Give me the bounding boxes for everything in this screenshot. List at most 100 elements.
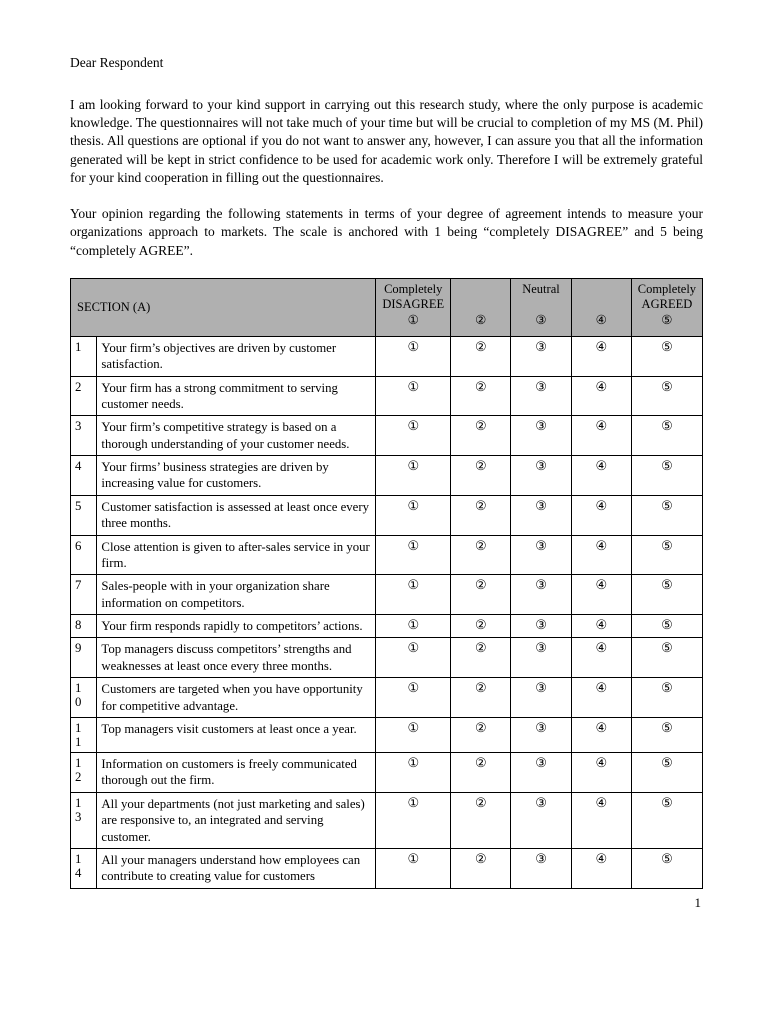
row-number: 1 — [71, 336, 97, 376]
intro-paragraph: I am looking forward to your kind suppor… — [70, 96, 703, 187]
scale-option-4[interactable]: ④ — [571, 416, 631, 456]
scale-option-4[interactable]: ④ — [571, 753, 631, 793]
scale-option-2[interactable]: ② — [451, 792, 511, 848]
row-number: 11 — [71, 717, 97, 752]
scale-option-2[interactable]: ② — [451, 495, 511, 535]
scale-option-2[interactable]: ② — [451, 678, 511, 718]
scale-option-2[interactable]: ② — [451, 753, 511, 793]
row-statement: Your firm responds rapidly to competitor… — [97, 615, 376, 638]
scale-option-3[interactable]: ③ — [511, 678, 571, 718]
scale-option-1[interactable]: ① — [376, 638, 451, 678]
scale-option-2[interactable]: ② — [451, 638, 511, 678]
scale-option-1[interactable]: ① — [376, 678, 451, 718]
scale-option-1[interactable]: ① — [376, 376, 451, 416]
scale-option-1[interactable]: ① — [376, 792, 451, 848]
scale-option-3[interactable]: ③ — [511, 638, 571, 678]
scale-option-3[interactable]: ③ — [511, 575, 571, 615]
scale-option-5[interactable]: ⑤ — [631, 717, 702, 752]
row-number: 3 — [71, 416, 97, 456]
scale-option-4[interactable]: ④ — [571, 615, 631, 638]
scale-option-5[interactable]: ⑤ — [631, 638, 702, 678]
scale-option-4[interactable]: ④ — [571, 535, 631, 575]
table-row: 1Your firm’s objectives are driven by cu… — [71, 336, 703, 376]
scale-option-4[interactable]: ④ — [571, 717, 631, 752]
scale-option-3[interactable]: ③ — [511, 495, 571, 535]
scale-option-1[interactable]: ① — [376, 495, 451, 535]
scale-option-2[interactable]: ② — [451, 575, 511, 615]
document-page: Dear Respondent I am looking forward to … — [0, 0, 768, 931]
scale-option-4[interactable]: ④ — [571, 376, 631, 416]
scale-option-4[interactable]: ④ — [571, 792, 631, 848]
scale-option-3[interactable]: ③ — [511, 753, 571, 793]
scale-option-2[interactable]: ② — [451, 376, 511, 416]
scale-option-5[interactable]: ⑤ — [631, 495, 702, 535]
scale-option-1[interactable]: ① — [376, 456, 451, 496]
row-number: 10 — [71, 678, 97, 718]
scale-option-5[interactable]: ⑤ — [631, 575, 702, 615]
scale-option-4[interactable]: ④ — [571, 848, 631, 888]
scale-option-3[interactable]: ③ — [511, 792, 571, 848]
row-statement: All your managers understand how employe… — [97, 848, 376, 888]
scale-option-1[interactable]: ① — [376, 753, 451, 793]
row-number: 13 — [71, 792, 97, 848]
row-statement: Your firm’s objectives are driven by cus… — [97, 336, 376, 376]
scale-option-4[interactable]: ④ — [571, 336, 631, 376]
table-row: 4Your firms’ business strategies are dri… — [71, 456, 703, 496]
scale-option-5[interactable]: ⑤ — [631, 848, 702, 888]
questionnaire-table: SECTION (A) Completely DISAGREE ① ② Neut… — [70, 278, 703, 889]
scale-option-5[interactable]: ⑤ — [631, 336, 702, 376]
scale-option-5[interactable]: ⑤ — [631, 535, 702, 575]
row-number: 2 — [71, 376, 97, 416]
table-row: 7Sales-people with in your organization … — [71, 575, 703, 615]
scale-option-4[interactable]: ④ — [571, 638, 631, 678]
scale-option-3[interactable]: ③ — [511, 615, 571, 638]
scale-option-3[interactable]: ③ — [511, 376, 571, 416]
row-statement: Your firm’s competitive strategy is base… — [97, 416, 376, 456]
scale-option-5[interactable]: ⑤ — [631, 753, 702, 793]
scale-option-1[interactable]: ① — [376, 848, 451, 888]
scale-option-3[interactable]: ③ — [511, 456, 571, 496]
scale-option-3[interactable]: ③ — [511, 416, 571, 456]
questionnaire-body: 1Your firm’s objectives are driven by cu… — [71, 336, 703, 888]
scale-option-2[interactable]: ② — [451, 535, 511, 575]
scale-option-5[interactable]: ⑤ — [631, 456, 702, 496]
scale-option-1[interactable]: ① — [376, 336, 451, 376]
row-statement: Top managers discuss competitors’ streng… — [97, 638, 376, 678]
scale-option-3[interactable]: ③ — [511, 848, 571, 888]
row-statement: Customers are targeted when you have opp… — [97, 678, 376, 718]
row-statement: Top managers visit customers at least on… — [97, 717, 376, 752]
scale-option-5[interactable]: ⑤ — [631, 678, 702, 718]
scale-header-3: Neutral ③ — [511, 278, 571, 336]
scale-option-1[interactable]: ① — [376, 615, 451, 638]
table-row: 3Your firm’s competitive strategy is bas… — [71, 416, 703, 456]
scale-option-1[interactable]: ① — [376, 575, 451, 615]
scale-option-1[interactable]: ① — [376, 416, 451, 456]
scale-option-2[interactable]: ② — [451, 456, 511, 496]
row-statement: Customer satisfaction is assessed at lea… — [97, 495, 376, 535]
scale-option-3[interactable]: ③ — [511, 535, 571, 575]
scale-option-5[interactable]: ⑤ — [631, 416, 702, 456]
scale-option-1[interactable]: ① — [376, 535, 451, 575]
scale-option-3[interactable]: ③ — [511, 336, 571, 376]
scale-option-4[interactable]: ④ — [571, 456, 631, 496]
scale-option-1[interactable]: ① — [376, 717, 451, 752]
scale-option-4[interactable]: ④ — [571, 495, 631, 535]
row-statement: Close attention is given to after-sales … — [97, 535, 376, 575]
scale-option-5[interactable]: ⑤ — [631, 792, 702, 848]
scale-option-3[interactable]: ③ — [511, 717, 571, 752]
row-statement: Information on customers is freely commu… — [97, 753, 376, 793]
scale-option-4[interactable]: ④ — [571, 575, 631, 615]
scale-option-5[interactable]: ⑤ — [631, 376, 702, 416]
scale-option-5[interactable]: ⑤ — [631, 615, 702, 638]
row-statement: Your firms’ business strategies are driv… — [97, 456, 376, 496]
scale-option-2[interactable]: ② — [451, 717, 511, 752]
row-number: 12 — [71, 753, 97, 793]
scale-option-2[interactable]: ② — [451, 336, 511, 376]
scale-option-2[interactable]: ② — [451, 615, 511, 638]
table-row: 14All your managers understand how emplo… — [71, 848, 703, 888]
scale-option-2[interactable]: ② — [451, 416, 511, 456]
scale-option-4[interactable]: ④ — [571, 678, 631, 718]
table-row: 5Customer satisfaction is assessed at le… — [71, 495, 703, 535]
scale-option-2[interactable]: ② — [451, 848, 511, 888]
table-header-row: SECTION (A) Completely DISAGREE ① ② Neut… — [71, 278, 703, 336]
